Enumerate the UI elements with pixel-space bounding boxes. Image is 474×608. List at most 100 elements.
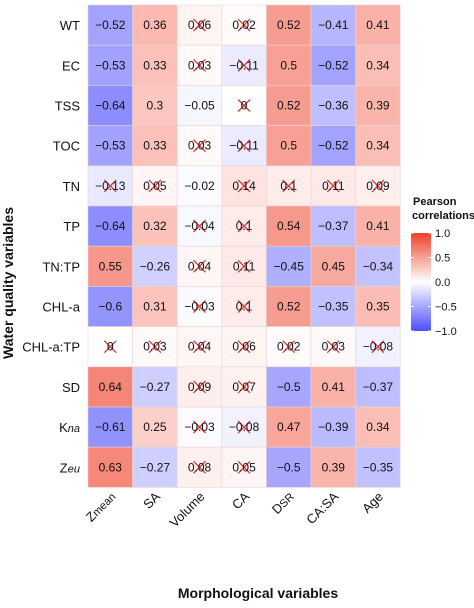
cell-tn-tp-zmean [87, 245, 133, 287]
cell-kna-sa-value: 0.25 [143, 420, 167, 434]
cell-kna-age [355, 406, 401, 448]
cell-zeu-volume-value: 0.08 [188, 460, 212, 474]
cell-toc-dsr-value: 0.5 [280, 139, 297, 153]
legend: Pearson correlations 1.0 0.5 0.0 −0.5 −1.0 [411, 196, 474, 338]
cell-sd-ca-value: 0.07 [232, 380, 256, 394]
cell-toc-ca-sa-value: −0.52 [318, 139, 349, 153]
legend-ticks: 1.0 0.5 0.0 −0.5 −1.0 [411, 228, 457, 338]
cell-chl-a-ca-nonsig-cross-icon [237, 300, 251, 313]
cell-tn-dsr-nonsig-cross-icon [282, 179, 296, 193]
cell-tn-tp-ca-sa [310, 245, 356, 287]
y-tick-labels: WT EC TSS TOC TN TP TN:TP CHL-a CHL-a:TP SD Kna Zeu [22, 18, 81, 475]
cell-toc-age [355, 125, 401, 167]
cell-tp-volume-nonsig-cross-icon [193, 219, 206, 233]
cell-chl-a-tp-ca-value: 0.06 [232, 340, 256, 354]
cell-sd-dsr-value: −0.5 [277, 380, 301, 394]
cell-tn-age-nonsig-cross-icon [371, 179, 385, 193]
cell-ec-volume-value: 0.03 [188, 58, 212, 72]
cell-tp-ca-sa-value: −0.37 [318, 219, 349, 233]
x-tick-label-ca: CA [229, 489, 253, 513]
cell-wt-ca-value: 0.02 [232, 18, 256, 32]
cell-chl-a-age [355, 286, 401, 327]
cell-tss-sa [132, 85, 178, 126]
cell-sd-volume-nonsig-cross-icon [193, 380, 206, 394]
cell-tn-tp-ca-nonsig-cross-icon [237, 259, 251, 273]
cell-tss-ca-sa [310, 85, 356, 126]
cell-ec-age [355, 44, 401, 86]
cell-tss-ca-value: 0 [241, 99, 248, 113]
cell-zeu-dsr-value: −0.5 [277, 460, 301, 474]
cell-tss-sa-value: 0.3 [147, 99, 164, 113]
cell-tn-zmean-nonsig-cross-icon [103, 179, 117, 193]
cell-tn-sa-value: 0.05 [143, 179, 167, 193]
cell-tn-ca-value: 0.14 [232, 179, 256, 193]
cell-chl-a-volume-nonsig-cross-icon [193, 300, 206, 313]
cell-wt-dsr-value: 0.52 [277, 18, 301, 32]
legend-title-line-2: correlations [412, 210, 474, 222]
cell-tn-tp-zmean-value: 0.55 [99, 259, 123, 273]
cell-tn-zmean-value: −0.13 [95, 179, 126, 193]
cell-tp-ca-sa [310, 205, 356, 247]
cell-toc-zmean-value: −0.53 [95, 139, 126, 153]
cell-chl-a-dsr [266, 286, 312, 327]
cell-chl-a-zmean-value: −0.6 [98, 300, 122, 314]
cell-ec-ca-nonsig-cross-icon [237, 58, 251, 72]
cell-tss-volume [176, 85, 223, 126]
cell-zeu-ca-nonsig-cross-icon [237, 460, 251, 474]
cell-chl-a-tp-age-nonsig-cross-icon [371, 340, 385, 354]
cell-tn-tp-ca-sa-value: 0.45 [322, 259, 346, 273]
cell-kna-ca-sa-value: −0.39 [318, 420, 349, 434]
legend-tick-label: −1.0 [435, 326, 457, 338]
cell-chl-a-ca-value: 0.1 [236, 300, 253, 314]
cell-chl-a-tp-sa-value: 0.03 [143, 340, 167, 354]
cell-zeu-volume-nonsig-cross-icon [193, 460, 206, 474]
cell-chl-a-tp-zmean-value: 0 [107, 340, 114, 354]
cell-wt-volume-nonsig-cross-icon [193, 18, 206, 32]
cell-zeu-sa-value: −0.27 [140, 460, 171, 474]
cell-toc-volume-value: 0.03 [188, 139, 212, 153]
cell-tp-zmean-value: −0.64 [95, 219, 126, 233]
cell-ec-age-value: 0.34 [366, 58, 390, 72]
cell-wt-volume-value: 0.06 [188, 18, 212, 32]
cell-tn-tp-sa-value: −0.26 [140, 259, 171, 273]
cell-sd-sa [132, 366, 178, 408]
cell-toc-age-value: 0.34 [366, 139, 390, 153]
cell-chl-a-age-value: 0.35 [366, 300, 390, 314]
legend-tick-label: 1.0 [435, 228, 450, 240]
cell-chl-a-tp-dsr-nonsig-cross-icon [282, 340, 296, 354]
cell-tp-sa-value: 0.32 [143, 219, 167, 233]
cell-chl-a-tp-dsr-value: 0.02 [277, 340, 301, 354]
cell-zeu-age [355, 446, 401, 488]
y-tick-label-kna: Kna [59, 420, 80, 435]
cell-chl-a-volume-value: −0.03 [184, 300, 215, 314]
cell-kna-ca-sa [310, 406, 356, 448]
cell-ec-dsr-value: 0.5 [280, 58, 297, 72]
cell-chl-a-sa [132, 286, 178, 327]
cell-kna-zmean-value: −0.61 [95, 420, 126, 434]
cell-chl-a-tp-zmean-nonsig-cross-icon [103, 340, 117, 354]
cell-wt-ca-sa [310, 4, 356, 46]
cell-tss-zmean [87, 85, 133, 126]
cell-zeu-ca-value: 0.05 [232, 460, 256, 474]
cell-kna-ca-nonsig-cross-icon [237, 420, 251, 434]
cell-tn-dsr-value: 0.1 [280, 179, 297, 193]
cell-zeu-zmean [87, 446, 133, 488]
cell-kna-zmean [87, 406, 133, 448]
cell-tn-tp-age-value: −0.34 [363, 259, 394, 273]
cell-tn-tp-ca-value: 0.11 [233, 259, 256, 273]
cell-kna-sa [132, 406, 178, 448]
cell-toc-volume [176, 125, 223, 167]
y-tick-label-tn: TN [63, 179, 80, 194]
cell-kna-ca-value: −0.08 [229, 420, 260, 434]
y-tick-label-toc: TOC [53, 139, 80, 154]
cell-wt-sa [132, 4, 178, 46]
cell-wt-zmean [87, 4, 133, 46]
x-tick-labels: Zmean SA Volume CA DSR CA:SA Age [83, 489, 386, 531]
cell-toc-ca-nonsig-cross-icon [237, 139, 251, 153]
cell-ec-sa-value: 0.33 [143, 58, 167, 72]
cell-zeu-zmean-value: 0.63 [99, 460, 123, 474]
cell-ec-volume-nonsig-cross-icon [193, 58, 206, 72]
cell-tn-ca-sa-nonsig-cross-icon [326, 179, 340, 193]
cell-chl-a-tp-sa-nonsig-cross-icon [148, 340, 162, 354]
